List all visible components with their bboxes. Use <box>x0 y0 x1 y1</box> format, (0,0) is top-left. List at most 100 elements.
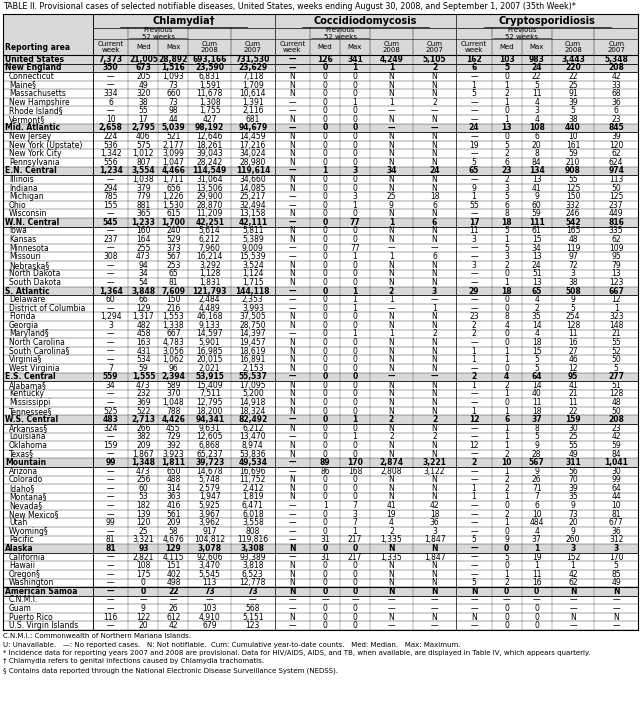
Text: 1,041: 1,041 <box>604 458 628 467</box>
Text: 9,133: 9,133 <box>199 321 221 330</box>
Text: 1: 1 <box>504 98 509 107</box>
Text: 1: 1 <box>504 115 509 124</box>
Text: 29,900: 29,900 <box>196 192 223 201</box>
Text: New Hampshire: New Hampshire <box>9 98 70 107</box>
Text: 2,821: 2,821 <box>133 552 154 562</box>
Text: N: N <box>290 355 296 364</box>
Text: N: N <box>388 492 394 501</box>
Text: Florida: Florida <box>9 312 35 321</box>
Text: 9: 9 <box>535 441 539 450</box>
Text: 1: 1 <box>472 81 476 89</box>
Text: 20: 20 <box>568 518 578 527</box>
Text: —: — <box>470 269 478 279</box>
Text: N: N <box>613 587 619 596</box>
Text: —: — <box>470 252 478 261</box>
Text: N: N <box>388 578 394 588</box>
Text: 2: 2 <box>471 372 477 382</box>
Text: 9: 9 <box>570 295 576 304</box>
Text: 16,985: 16,985 <box>197 346 223 356</box>
Text: —: — <box>107 501 115 510</box>
Text: N: N <box>290 312 296 321</box>
Text: 677: 677 <box>609 518 624 527</box>
Text: 155: 155 <box>103 201 118 210</box>
Text: 0: 0 <box>322 72 328 81</box>
Text: 12,646: 12,646 <box>197 132 223 141</box>
Text: N: N <box>431 570 437 579</box>
Bar <box>3 459 638 467</box>
Text: 0: 0 <box>322 184 328 192</box>
Bar <box>3 441 638 450</box>
Text: —: — <box>470 433 478 441</box>
Text: 224: 224 <box>104 132 118 141</box>
Text: 128: 128 <box>609 390 623 398</box>
Text: 9: 9 <box>472 184 476 192</box>
Text: —: — <box>470 510 478 518</box>
Text: 3,848: 3,848 <box>131 287 156 295</box>
Text: 32,494: 32,494 <box>240 201 266 210</box>
Text: N: N <box>431 441 437 450</box>
Text: —: — <box>288 501 296 510</box>
Text: —: — <box>470 304 478 312</box>
Text: 5,748: 5,748 <box>199 475 221 485</box>
Text: 0: 0 <box>353 475 358 485</box>
Text: 320: 320 <box>136 89 151 98</box>
Text: N: N <box>431 381 437 390</box>
Text: 568: 568 <box>246 604 260 613</box>
Text: 49: 49 <box>612 578 621 588</box>
Text: 125: 125 <box>609 192 624 201</box>
Text: 6: 6 <box>504 201 509 210</box>
Bar <box>3 175 638 184</box>
Text: 59: 59 <box>532 210 542 218</box>
Text: 13: 13 <box>501 123 512 132</box>
Bar <box>3 227 638 235</box>
Text: N: N <box>431 140 437 150</box>
Text: 693,166: 693,166 <box>192 55 227 64</box>
Text: 98: 98 <box>169 107 178 115</box>
Text: Arizona: Arizona <box>9 467 38 476</box>
Text: 151: 151 <box>166 561 181 570</box>
Text: 7,511: 7,511 <box>199 390 221 398</box>
Text: 10: 10 <box>532 510 542 518</box>
Text: 779: 779 <box>136 192 151 201</box>
Text: 0: 0 <box>322 338 328 347</box>
Text: 15: 15 <box>532 346 542 356</box>
Text: —: — <box>288 295 296 304</box>
Text: 0: 0 <box>504 132 509 141</box>
Text: 6: 6 <box>535 501 539 510</box>
Text: 5: 5 <box>614 561 619 570</box>
Text: 1,715: 1,715 <box>242 278 263 287</box>
Text: Texas§: Texas§ <box>9 449 34 459</box>
Text: 3,558: 3,558 <box>242 518 263 527</box>
Text: 5: 5 <box>472 536 476 544</box>
Text: 24: 24 <box>469 123 479 132</box>
Bar <box>3 321 638 330</box>
Text: 1: 1 <box>353 201 358 210</box>
Text: 84: 84 <box>612 449 621 459</box>
Text: 108: 108 <box>529 123 545 132</box>
Text: N: N <box>388 449 394 459</box>
Text: N: N <box>431 346 437 356</box>
Text: 44: 44 <box>169 115 178 124</box>
Text: 0: 0 <box>353 424 358 433</box>
Text: —: — <box>288 123 296 132</box>
Text: New Mexico§: New Mexico§ <box>9 510 58 518</box>
Text: —: — <box>107 355 115 364</box>
Text: 0: 0 <box>353 346 358 356</box>
Text: 3,962: 3,962 <box>199 518 221 527</box>
Text: 0: 0 <box>353 578 358 588</box>
Text: 667: 667 <box>166 330 181 338</box>
Text: Pacific: Pacific <box>9 536 33 544</box>
Text: 16,696: 16,696 <box>240 467 266 476</box>
Text: N: N <box>290 398 296 407</box>
Text: 39,723: 39,723 <box>195 458 224 467</box>
Text: 6: 6 <box>432 252 437 261</box>
Text: 1,038: 1,038 <box>133 175 154 184</box>
Text: 28,870: 28,870 <box>197 201 223 210</box>
Text: 1: 1 <box>570 561 576 570</box>
Bar <box>3 501 638 510</box>
Text: 4: 4 <box>389 518 394 527</box>
Text: 51: 51 <box>612 381 621 390</box>
Text: —: — <box>107 449 115 459</box>
Text: 3: 3 <box>535 107 539 115</box>
Text: 1: 1 <box>504 467 509 476</box>
